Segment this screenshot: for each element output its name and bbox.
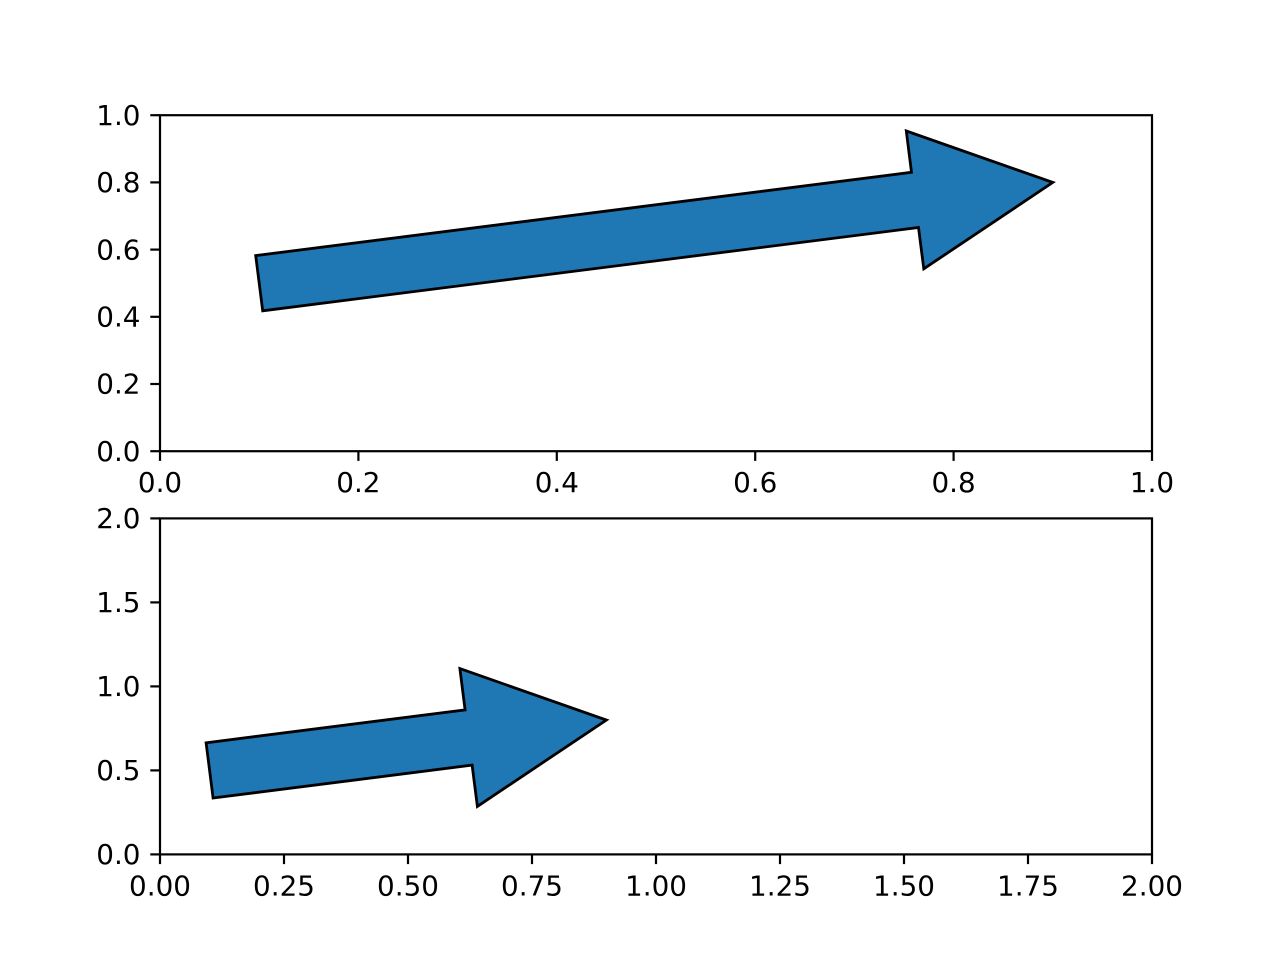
subplot-1-x-tick-label: 0.2 (336, 466, 380, 499)
subplot-2-x-tick-label: 1.00 (625, 869, 687, 902)
subplot-1-axes-frame (158, 114, 1154, 453)
subplot-2-y-tick-label: 0.0 (96, 838, 140, 871)
subplot-2-x-tick-label: 0.75 (501, 869, 563, 902)
subplot-2-x-tick-label: 0.25 (253, 869, 315, 902)
subplot-1-y-tick-label: 0.4 (96, 301, 140, 334)
subplot-1-y-tick-label: 0.6 (96, 233, 140, 266)
subplot-2-axes-background (160, 518, 1152, 855)
subplot-1-x-tick-label: 0.8 (931, 466, 975, 499)
subplot-2-axes-frame (158, 517, 1154, 856)
subplot-2-x-tick-label: 2.00 (1121, 869, 1183, 902)
subplot-2-x-tick-label: 1.50 (873, 869, 935, 902)
subplot-2-arrow-patch (204, 666, 610, 809)
subplot-1-x-tick-label: 0.4 (535, 466, 579, 499)
subplot-1-y-tick-label: 0.8 (96, 166, 140, 199)
subplot-1-x-tick-label: 0.6 (733, 466, 777, 499)
subplot-2-x-tick-label: 1.75 (997, 869, 1059, 902)
subplot-2-y-tick-label: 1.0 (96, 670, 140, 703)
subplot-2-x-tick-label: 0.50 (377, 869, 439, 902)
subplot-1-y-tick-label: 1.0 (96, 99, 140, 132)
subplot-2-y-tick-label: 1.5 (96, 586, 140, 619)
subplot-2-y-tick-label: 0.5 (96, 754, 140, 787)
subplot-1-x-tick-label: 1.0 (1130, 466, 1174, 499)
subplot-2-x-tick-label: 0.00 (129, 869, 191, 902)
subplot-1-x-tick-label: 0.0 (138, 466, 182, 499)
subplot-1-y-tick-label: 0.0 (96, 435, 140, 468)
subplot-1-arrow-patch (254, 128, 1056, 313)
subplot-1-y-tick-label: 0.2 (96, 368, 140, 401)
subplot-2-x-tick-label: 1.25 (749, 869, 811, 902)
subplot-2-y-tick-label: 2.0 (96, 502, 140, 535)
